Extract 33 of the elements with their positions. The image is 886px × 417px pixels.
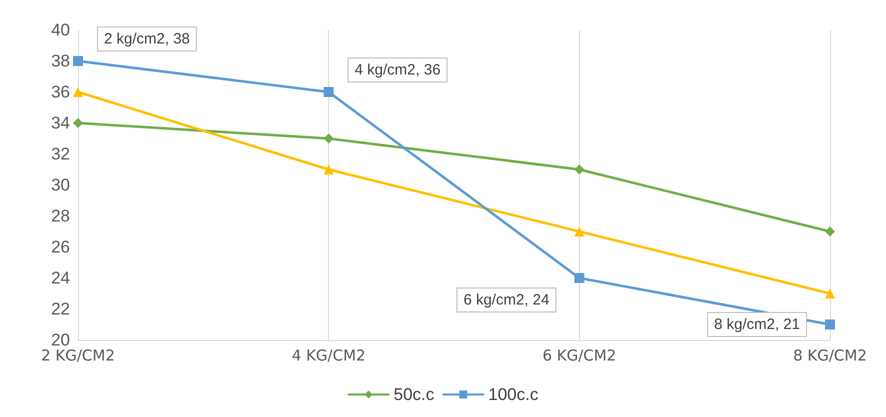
y-tick-label: 20 [51,330,70,350]
point [825,320,835,330]
y-tick-label: 24 [51,268,70,288]
point [73,56,83,66]
point [73,118,83,128]
point [825,226,835,236]
x-tick-label: 8 KG/CM2 [793,346,867,364]
point [324,134,334,144]
data-label: 6 kg/cm2, 24 [463,292,550,308]
y-tick-label: 38 [51,52,70,70]
point [574,164,584,174]
y-tick-label: 22 [51,300,70,318]
point [73,87,83,97]
point [324,87,334,97]
y-tick-label: 28 [51,206,70,226]
point [574,273,584,283]
data-label: 2 kg/cm2, 38 [104,30,190,48]
y-tick-label: 36 [51,82,70,102]
x-tick-label: 2 KG/CM2 [41,346,115,364]
y-tick-label: 30 [51,176,70,194]
data-label: 4 kg/cm2, 36 [354,62,441,78]
x-tick-label: 6 KG/CM2 [542,346,616,364]
y-tick-label: 26 [51,238,70,256]
point [825,288,835,298]
point [574,226,584,236]
x-tick-label: 4 KG/CM2 [292,346,366,364]
data-label: 8 kg/cm2, 21 [714,316,800,333]
legend-label: 100c.c [488,385,539,404]
point [324,164,334,174]
y-tick-label: 40 [51,20,70,40]
legend-label: 50c.c [394,385,435,404]
y-tick-label: 32 [51,144,70,164]
y-tick-label: 34 [51,114,70,132]
